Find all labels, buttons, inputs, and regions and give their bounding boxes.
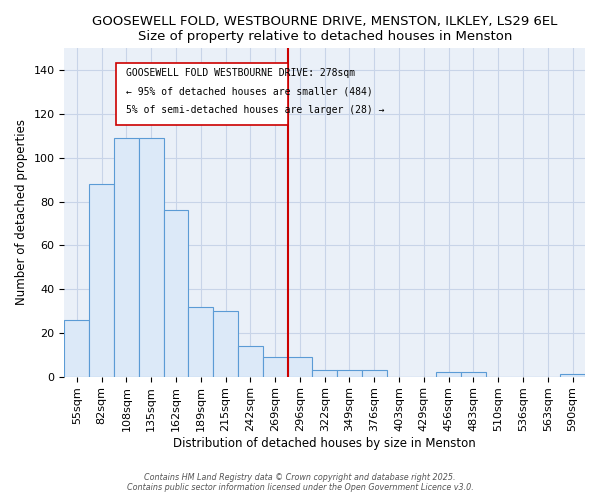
Text: Contains HM Land Registry data © Crown copyright and database right 2025.
Contai: Contains HM Land Registry data © Crown c… bbox=[127, 473, 473, 492]
Bar bbox=[164, 210, 188, 376]
Bar bbox=[263, 357, 287, 376]
Text: 5% of semi-detached houses are larger (28) →: 5% of semi-detached houses are larger (2… bbox=[127, 105, 385, 115]
Bar bbox=[188, 306, 213, 376]
Bar bbox=[313, 370, 337, 376]
Bar bbox=[287, 357, 313, 376]
X-axis label: Distribution of detached houses by size in Menston: Distribution of detached houses by size … bbox=[173, 437, 476, 450]
Bar bbox=[436, 372, 461, 376]
Bar bbox=[114, 138, 139, 376]
Bar bbox=[89, 184, 114, 376]
Y-axis label: Number of detached properties: Number of detached properties bbox=[15, 120, 28, 306]
Bar bbox=[461, 372, 486, 376]
Bar bbox=[213, 311, 238, 376]
FancyBboxPatch shape bbox=[116, 63, 287, 126]
Title: GOOSEWELL FOLD, WESTBOURNE DRIVE, MENSTON, ILKLEY, LS29 6EL
Size of property rel: GOOSEWELL FOLD, WESTBOURNE DRIVE, MENSTO… bbox=[92, 15, 557, 43]
Bar bbox=[238, 346, 263, 376]
Bar bbox=[139, 138, 164, 376]
Bar bbox=[337, 370, 362, 376]
Text: ← 95% of detached houses are smaller (484): ← 95% of detached houses are smaller (48… bbox=[127, 86, 373, 97]
Bar bbox=[560, 374, 585, 376]
Bar bbox=[64, 320, 89, 376]
Text: GOOSEWELL FOLD WESTBOURNE DRIVE: 278sqm: GOOSEWELL FOLD WESTBOURNE DRIVE: 278sqm bbox=[127, 68, 356, 78]
Bar bbox=[362, 370, 386, 376]
